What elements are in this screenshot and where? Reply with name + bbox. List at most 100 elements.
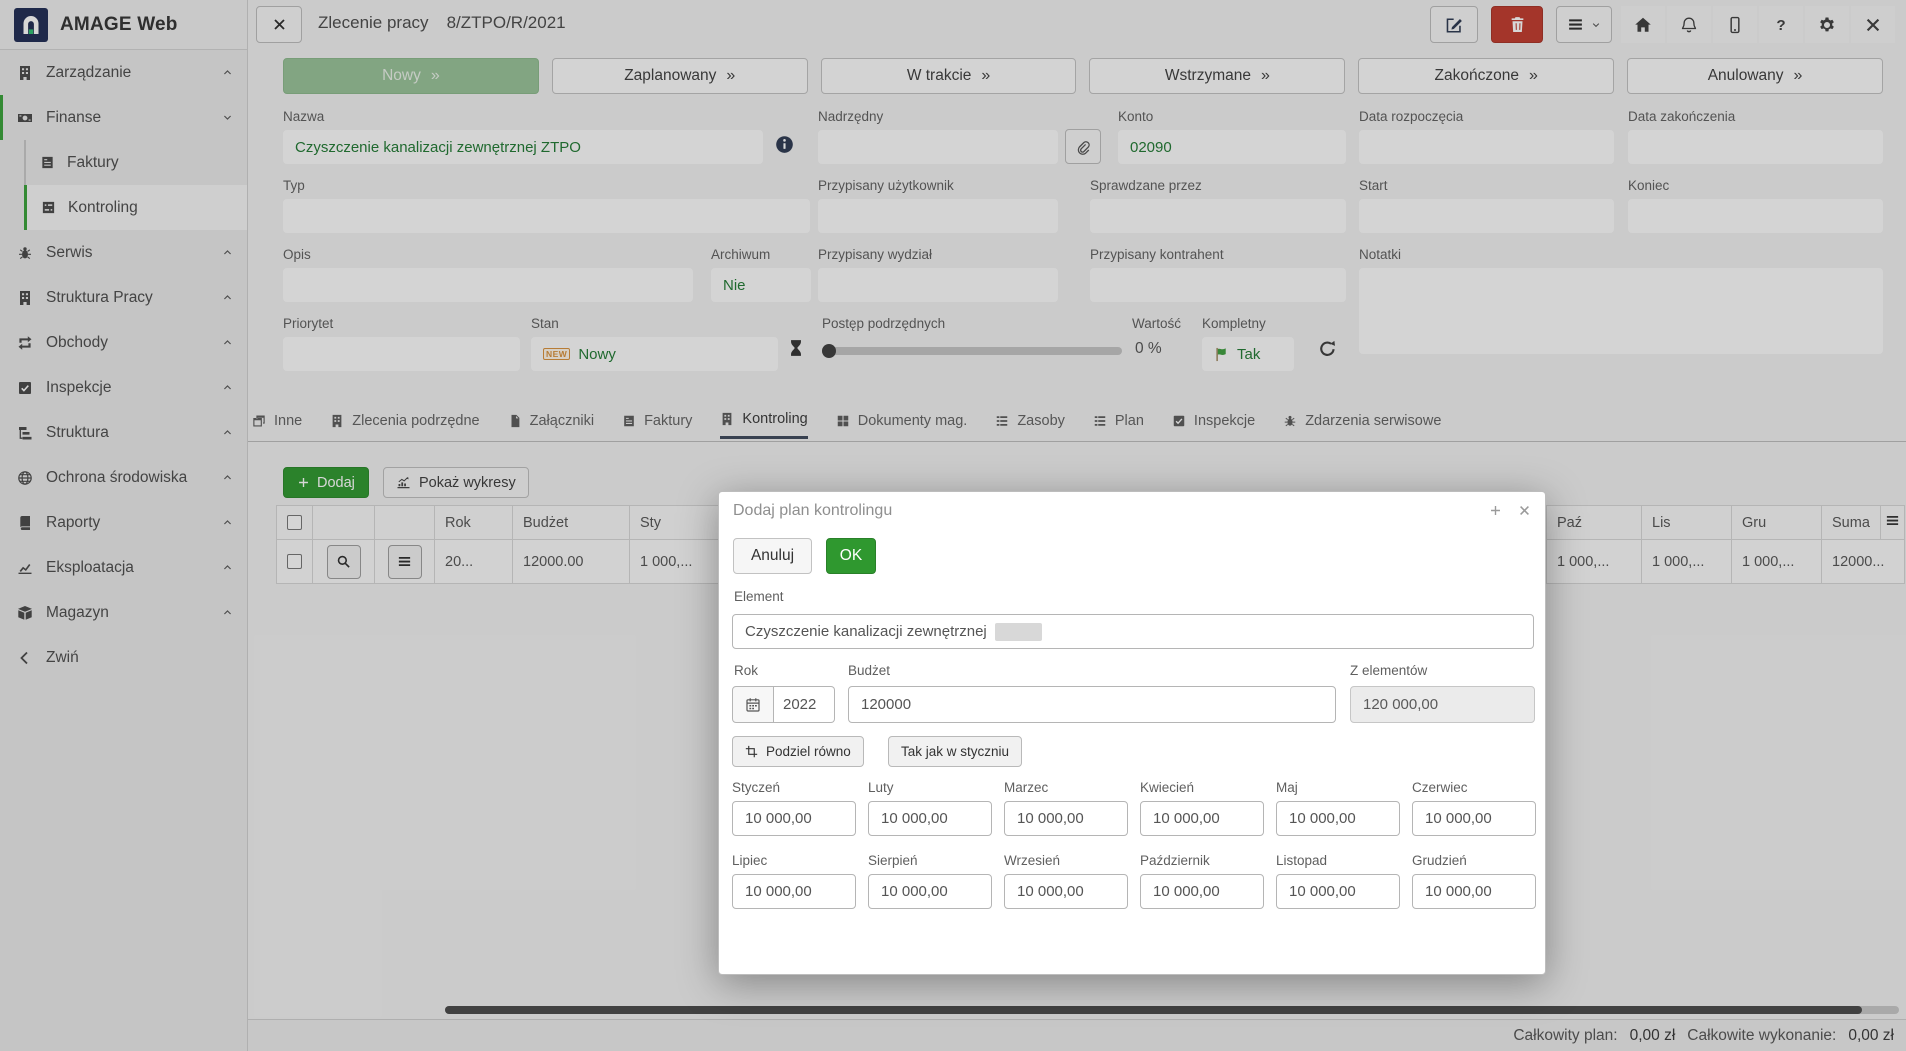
crop-icon [745,745,758,758]
row-menu-button[interactable] [387,544,422,579]
progress-slider[interactable] [822,344,1122,358]
tab-zasoby[interactable]: Zasoby [995,411,1065,439]
sidebar-item-magazyn[interactable]: Magazyn [0,590,247,635]
tab-faktury[interactable]: Faktury [622,411,692,439]
cancel-button[interactable]: Anuluj [733,538,812,574]
start-field[interactable] [1359,199,1614,233]
show-charts-button[interactable]: Pokaż wykresy [383,467,529,498]
tab-plan[interactable]: Plan [1093,411,1144,439]
notatki-field[interactable] [1359,268,1883,354]
month-pazdziernik-input[interactable] [1140,874,1264,909]
sidebar-item-obchody[interactable]: Obchody [0,320,247,365]
month-kwiecien-input[interactable] [1140,801,1264,836]
help-button[interactable]: ? [1759,6,1803,43]
status-zakonczone-button[interactable]: Zakończone» [1358,58,1615,94]
sidebar-item-faktury[interactable]: Faktury [24,140,247,185]
archiwum-field[interactable]: Nie [711,268,811,302]
month-styczen-input[interactable] [732,801,856,836]
data-zakonczenia-field[interactable] [1628,130,1883,164]
priorytet-field[interactable] [283,337,520,371]
kompletny-field[interactable]: Tak [1202,337,1294,371]
info-icon[interactable] [775,135,794,154]
rok-input[interactable] [774,686,835,723]
horizontal-scrollbar-thumb[interactable] [445,1006,1862,1014]
status-zaplanowany-button[interactable]: Zaplanowany» [551,58,808,94]
refresh-icon[interactable] [1318,339,1337,358]
mobile-button[interactable] [1713,6,1757,43]
select-all-checkbox[interactable] [287,515,302,531]
status-wstrzymane-button[interactable]: Wstrzymane» [1089,58,1346,94]
month-maj-input[interactable] [1276,801,1400,836]
calendar-button[interactable] [732,686,774,723]
status-nowy-button[interactable]: Nowy» [283,58,539,94]
tab-kontroling[interactable]: Kontroling [720,411,808,439]
status-anulowany-button[interactable]: Anulowany» [1627,58,1883,94]
month-label: Październik [1140,853,1210,868]
double-chevron-icon: » [1793,67,1803,84]
budzet-input[interactable] [848,686,1336,723]
status-w-trakcie-button[interactable]: W trakcie» [820,58,1077,94]
close-app-button[interactable] [1851,6,1895,43]
month-grudzien-input[interactable] [1412,874,1536,909]
sidebar-item-struktura[interactable]: Struktura [0,410,247,455]
row-checkbox[interactable] [287,554,302,570]
month-sierpien-input[interactable] [868,874,992,909]
column-settings-icon[interactable] [1885,513,1900,528]
przypisany-kontrahent-field[interactable] [1090,268,1346,302]
home-button[interactable] [1621,6,1665,43]
tab-zlecenia-podrzedne[interactable]: Zlecenia podrzędne [330,411,480,439]
close-icon[interactable] [1518,504,1531,517]
typ-field[interactable] [283,199,810,233]
sprawdzane-przez-field[interactable] [1090,199,1346,233]
ok-button[interactable]: OK [826,538,876,574]
konto-field[interactable]: 02090 [1118,130,1346,164]
opis-field[interactable] [283,268,693,302]
month-marzec-input[interactable] [1004,801,1128,836]
progress-slider-thumb[interactable] [822,344,836,358]
przypisany-uzytkownik-field[interactable] [818,199,1058,233]
tab-zalaczniki[interactable]: Załączniki [508,411,594,439]
month-luty-input[interactable] [868,801,992,836]
close-view-button[interactable] [256,6,302,43]
sidebar-item-finanse[interactable]: Finanse [0,95,247,140]
actions-menu-button[interactable] [1556,6,1612,43]
tab-inspekcje[interactable]: Inspekcje [1172,411,1255,439]
notifications-button[interactable] [1667,6,1711,43]
element-input[interactable]: Czyszczenie kanalizacji zewnętrznej [732,614,1534,649]
divide-equally-button[interactable]: Podziel równo [732,736,864,767]
tab-inne[interactable]: Inne [252,411,302,439]
sidebar-item-struktura-pracy[interactable]: Struktura Pracy [0,275,247,320]
month-czerwiec-input[interactable] [1412,801,1536,836]
stan-field[interactable]: NEW Nowy [531,337,778,371]
data-rozpoczecia-field[interactable] [1359,130,1614,164]
settings-button[interactable] [1805,6,1849,43]
maximize-icon[interactable] [1489,504,1502,517]
same-as-january-button[interactable]: Tak jak w styczniu [888,736,1023,767]
sidebar-item-serwis[interactable]: Serwis [0,230,247,275]
sidebar-item-raporty[interactable]: Raporty [0,500,247,545]
koniec-field[interactable] [1628,199,1883,233]
horizontal-scrollbar[interactable] [445,1006,1899,1014]
sidebar-item-kontroling[interactable]: Kontroling [24,185,247,230]
z-elementow-input[interactable] [1350,686,1535,723]
tab-dokumenty-mag[interactable]: Dokumenty mag. [836,411,967,439]
sidebar-item-ochrona-srodowiska[interactable]: Ochrona środowiska [0,455,247,500]
building-icon [720,412,734,426]
sidebar-item-zarzadzanie[interactable]: Zarządzanie [0,50,247,95]
list-icon [1093,414,1107,428]
delete-button[interactable] [1491,6,1543,43]
month-lipiec-input[interactable] [732,874,856,909]
sidebar-item-eksploatacja[interactable]: Eksploatacja [0,545,247,590]
sidebar-collapse-button[interactable]: Zwiń [0,635,247,680]
link-parent-button[interactable] [1065,129,1101,164]
edit-button[interactable] [1430,6,1478,43]
add-plan-button[interactable]: Dodaj [283,467,369,498]
row-preview-button[interactable] [326,544,361,579]
nazwa-field[interactable]: Czyszczenie kanalizacji zewnętrznej ZTPO [283,130,763,164]
month-wrzesien-input[interactable] [1004,874,1128,909]
nadrzedny-field[interactable] [818,130,1058,164]
sidebar-item-inspekcje[interactable]: Inspekcje [0,365,247,410]
month-listopad-input[interactable] [1276,874,1400,909]
przypisany-wydzial-field[interactable] [818,268,1058,302]
tab-zdarzenia-serwisowe[interactable]: Zdarzenia serwisowe [1283,411,1441,439]
